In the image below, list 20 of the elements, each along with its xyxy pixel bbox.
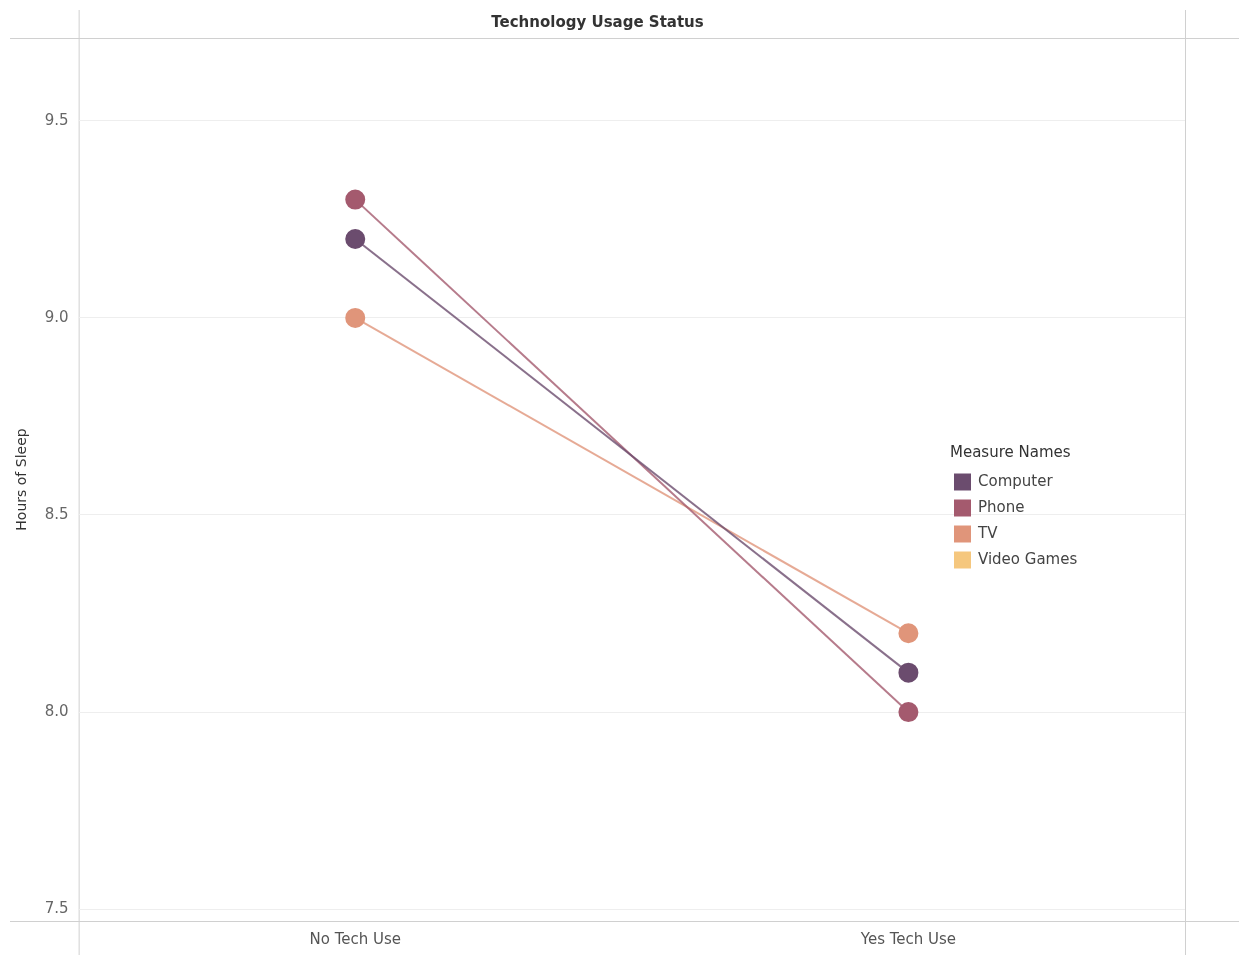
legend-label: TV (977, 524, 999, 543)
y-tick-label: 9.5 (44, 110, 69, 129)
y-tick-label: 8.0 (44, 701, 69, 720)
point (898, 623, 919, 644)
point (898, 702, 919, 723)
point (345, 307, 366, 328)
y-axis-title: Hours of Sleep (13, 428, 30, 531)
point (345, 189, 366, 210)
legend-title: Measure Names (950, 443, 1071, 462)
legend-label: Video Games (978, 550, 1078, 569)
y-tick-label: 7.5 (44, 899, 69, 918)
y-tick-label: 8.5 (44, 504, 69, 523)
legend-label: Computer (978, 472, 1054, 491)
legend-label: Phone (978, 498, 1025, 517)
chart-title: Technology Usage Status (491, 12, 704, 31)
x-tick-label: No Tech Use (309, 929, 402, 948)
x-tick-label: Yes Tech Use (859, 929, 957, 948)
point (345, 229, 366, 250)
point (898, 662, 919, 683)
y-tick-label: 9.0 (44, 307, 69, 326)
